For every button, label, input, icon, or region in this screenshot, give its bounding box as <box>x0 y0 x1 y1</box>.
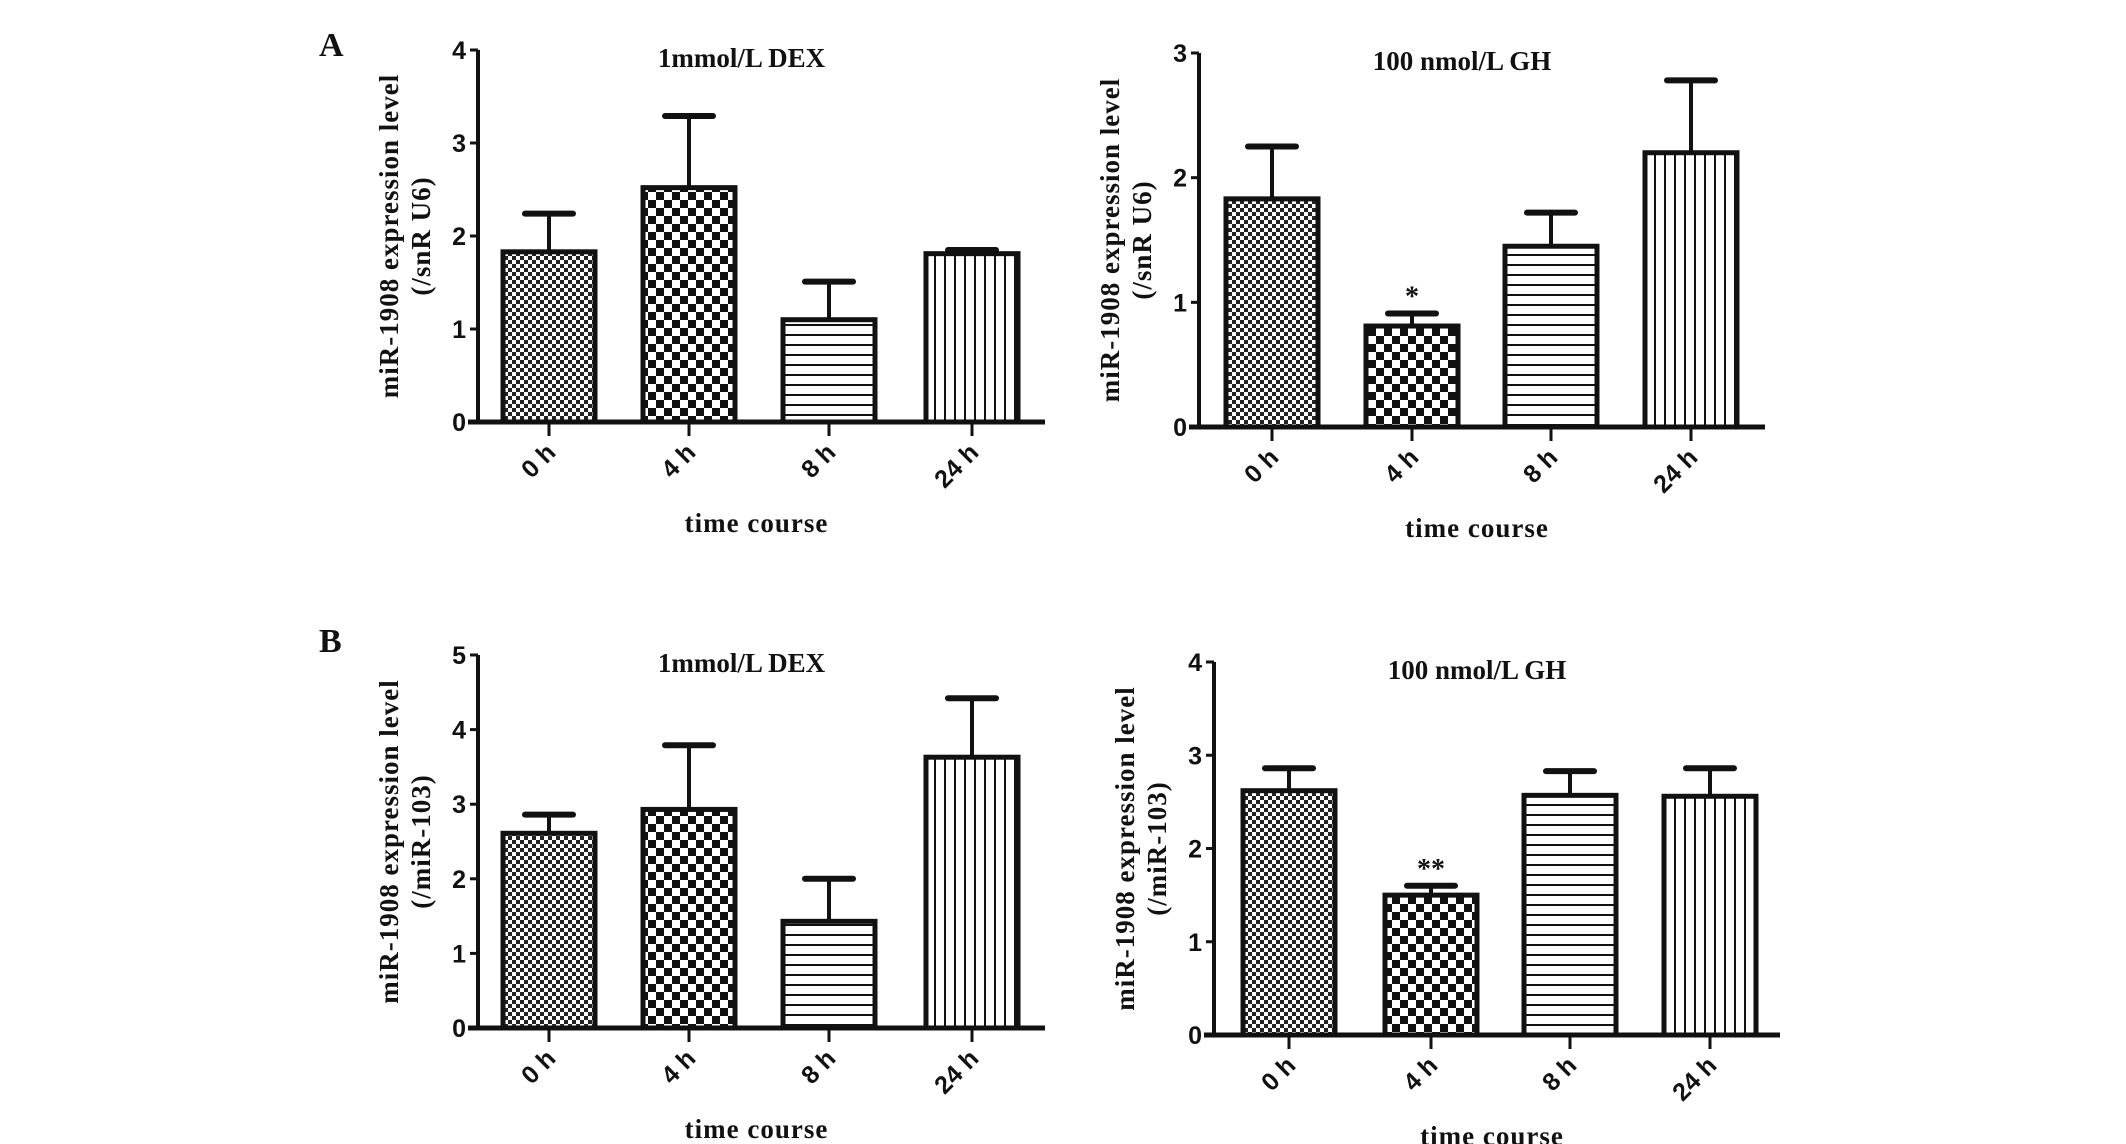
y-axis-label: miR-1908 expression level <box>1095 78 1125 402</box>
bar-4h <box>640 185 738 425</box>
y-tick-label: 4 <box>452 37 466 65</box>
bar-0h <box>500 830 598 1031</box>
y-tick-label: 3 <box>452 791 466 819</box>
y-tick-label: 1 <box>452 940 466 968</box>
bar-0h <box>1240 788 1338 1038</box>
bar-4h <box>1363 323 1461 430</box>
bar-4h <box>640 806 738 1031</box>
y-tick-label: 2 <box>452 223 466 251</box>
x-tick-label: 8 h <box>1518 443 1563 488</box>
x-tick-label: 0 h <box>516 1044 561 1089</box>
panel-label: A <box>319 27 344 64</box>
y-axis-label-unit: (/snR U6) <box>1127 180 1157 299</box>
x-tick-label: 4 h <box>656 438 701 483</box>
y-tick-label: 3 <box>1173 40 1187 68</box>
x-axis-label: time course <box>1405 513 1549 543</box>
y-axis-label-unit: (/miR-103) <box>1142 781 1172 915</box>
y-tick-label: 0 <box>1173 414 1187 442</box>
y-tick-label: 1 <box>1173 289 1187 317</box>
chart-title: 100 nmol/L GH <box>1373 46 1552 76</box>
y-axis-label: miR-1908 expression level <box>374 679 404 1003</box>
x-tick-label: 24 h <box>929 1044 984 1099</box>
chart-title: 1mmol/L DEX <box>658 43 826 73</box>
x-axis-label: time course <box>1420 1121 1564 1144</box>
bar-8h <box>780 918 878 1031</box>
y-tick-label: 0 <box>1188 1022 1202 1050</box>
x-tick-label: 24 h <box>1667 1051 1722 1106</box>
y-tick-label: 1 <box>1188 929 1202 957</box>
y-axis-label: miR-1908 expression level <box>374 74 404 398</box>
chart-title: 100 nmol/L GH <box>1388 655 1567 685</box>
bar-8h <box>780 317 878 425</box>
x-tick-label: 0 h <box>1239 443 1284 488</box>
y-axis-label-unit: (/snR U6) <box>406 176 436 295</box>
x-axis-label: time course <box>685 508 829 538</box>
x-tick-label: 4 h <box>1398 1051 1443 1096</box>
y-tick-label: 1 <box>452 316 466 344</box>
y-axis-label-unit: (/miR-103) <box>406 774 436 908</box>
chart-title: 1mmol/L DEX <box>658 648 826 678</box>
bar-0h <box>1223 196 1321 430</box>
panel-label: B <box>319 623 342 660</box>
x-tick-label: 24 h <box>929 438 984 493</box>
y-tick-label: 3 <box>452 130 466 158</box>
x-tick-label: 8 h <box>1537 1051 1582 1096</box>
bar-8h <box>1521 792 1619 1038</box>
x-tick-label: 8 h <box>796 1044 841 1089</box>
bar-4h <box>1382 892 1480 1038</box>
x-axis-label: time course <box>685 1114 829 1144</box>
x-tick-label: 4 h <box>656 1044 701 1089</box>
bar-24h <box>923 754 1021 1031</box>
bar-8h <box>1502 243 1600 430</box>
y-tick-label: 2 <box>452 866 466 894</box>
y-tick-label: 4 <box>452 717 466 745</box>
bar-24h <box>1661 793 1759 1038</box>
y-axis-label: miR-1908 expression level <box>1110 686 1140 1010</box>
significance-marker: * <box>1405 282 1419 313</box>
y-tick-label: 2 <box>1188 836 1202 864</box>
bar-0h <box>500 249 598 425</box>
bar-24h <box>923 251 1021 425</box>
y-tick-label: 2 <box>1173 165 1187 193</box>
x-tick-label: 0 h <box>516 438 561 483</box>
y-tick-label: 0 <box>452 1015 466 1043</box>
x-tick-label: 4 h <box>1379 443 1424 488</box>
x-tick-label: 8 h <box>796 438 841 483</box>
y-tick-label: 0 <box>452 409 466 437</box>
y-tick-label: 5 <box>452 642 466 670</box>
y-tick-label: 3 <box>1188 742 1202 770</box>
y-tick-label: 4 <box>1188 649 1202 677</box>
bar-24h <box>1642 150 1740 430</box>
x-tick-label: 0 h <box>1256 1051 1301 1096</box>
x-tick-label: 24 h <box>1648 443 1703 498</box>
significance-marker: ** <box>1417 854 1445 885</box>
